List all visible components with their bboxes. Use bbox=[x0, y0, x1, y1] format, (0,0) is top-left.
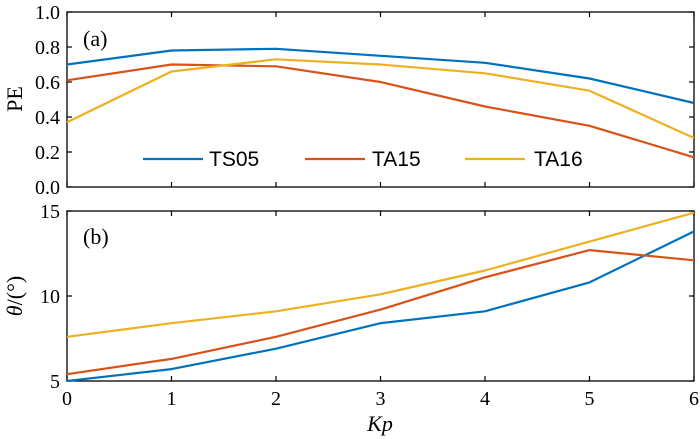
x-tick-label: 6 bbox=[689, 388, 699, 410]
y-tick-label: 0.2 bbox=[35, 142, 60, 164]
panel-a-label: (a) bbox=[83, 26, 107, 51]
series-line-ta15 bbox=[66, 249, 695, 376]
panel-a-y-axis-label: PE bbox=[2, 86, 27, 112]
panel-b-label: (b) bbox=[83, 224, 109, 249]
series-line-ta16 bbox=[66, 211, 695, 338]
legend-label-ta15: TA15 bbox=[372, 148, 421, 171]
x-tick-label: 4 bbox=[480, 388, 490, 410]
x-axis-label: Kp bbox=[366, 411, 393, 436]
x-tick-label: 5 bbox=[585, 388, 595, 410]
panel-a-y-ticks: 0.0 0.2 0.4 0.6 0.8 1.0 bbox=[35, 2, 694, 199]
legend-label-ts05: TS05 bbox=[209, 148, 259, 171]
x-tick-label: 3 bbox=[376, 388, 386, 410]
x-tick-label: 0 bbox=[62, 388, 72, 410]
y-tick-label: 1.0 bbox=[35, 2, 60, 24]
y-tick-label: 10 bbox=[40, 286, 60, 308]
legend: TS05 TA15 TA16 bbox=[143, 148, 583, 171]
series-line-ta16 bbox=[66, 58, 695, 140]
series-line-ts05 bbox=[66, 230, 695, 383]
legend-label-ta16: TA16 bbox=[534, 148, 583, 171]
y-tick-label: 0.4 bbox=[35, 107, 60, 129]
panel-b-y-ticks: 5 10 15 bbox=[40, 201, 694, 393]
y-axis-theta-symbol: θ bbox=[2, 305, 27, 316]
panel-b-y-axis-label: θ/(°) bbox=[2, 276, 27, 316]
y-tick-label: 0.8 bbox=[35, 37, 60, 59]
series-line-ta15 bbox=[66, 63, 695, 159]
panel-b-series bbox=[66, 211, 695, 383]
panel-a-x-ticks bbox=[66, 12, 695, 187]
x-tick-label: 2 bbox=[271, 388, 281, 410]
panel-b-x-ticks: 0 1 2 3 4 5 6 bbox=[62, 211, 699, 410]
y-axis-unit: /(°) bbox=[2, 276, 27, 306]
panel-a: (a) PE 0.0 0.2 0.4 0.6 0.8 1.0 TS05 TA15 TA16 bbox=[2, 2, 695, 199]
y-tick-label: 0.0 bbox=[35, 177, 60, 199]
y-tick-label: 5 bbox=[50, 371, 60, 393]
panel-b: (b) θ/(°) 5 10 15 0 1 2 3 4 5 6 Kp bbox=[2, 201, 699, 436]
panel-a-series bbox=[66, 47, 695, 159]
series-line-ts05 bbox=[66, 47, 695, 105]
y-tick-label: 15 bbox=[40, 201, 60, 223]
y-tick-label: 0.6 bbox=[35, 72, 60, 94]
x-tick-label: 1 bbox=[167, 388, 177, 410]
